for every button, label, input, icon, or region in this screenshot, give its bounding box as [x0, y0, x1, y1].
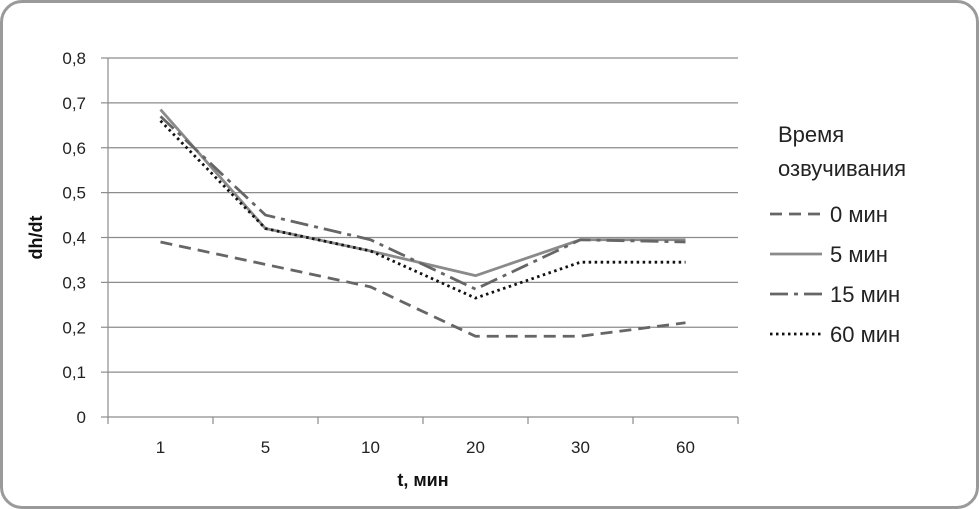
x-tick-label: 1	[156, 438, 165, 457]
y-tick-label: 0,8	[62, 49, 86, 68]
x-tick-labels: 1 5 10 20 30 60	[156, 438, 695, 457]
axes	[101, 57, 739, 424]
x-tick-label: 5	[261, 438, 270, 457]
y-tick-label: 0,2	[62, 318, 86, 337]
x-tick-label: 30	[571, 438, 590, 457]
series-line-15-мин	[159, 115, 686, 291]
legend: Время озвучивания 0 мин 5 мин 15 мин 60 мин	[770, 122, 906, 347]
y-tick-labels: 0 0,1 0,2 0,3 0,4 0,5 0,6 0,7 0,8	[62, 49, 86, 427]
legend-label: 0 мин	[830, 202, 888, 227]
x-tick-label: 60	[676, 438, 695, 457]
y-tick-label: 0	[77, 408, 86, 427]
y-axis-title: dh/dt	[26, 216, 46, 260]
y-tick-label: 0,4	[62, 229, 86, 248]
legend-label: 15 мин	[830, 282, 900, 307]
legend-title-line-2: озвучивания	[778, 156, 906, 181]
y-tick-label: 0,7	[62, 94, 86, 113]
gridlines	[108, 57, 738, 373]
legend-label: 5 мин	[830, 242, 888, 267]
legend-title-line-1: Время	[778, 122, 844, 147]
y-tick-label: 0,6	[62, 139, 86, 158]
x-tick-label: 10	[361, 438, 380, 457]
legend-items: 0 мин 5 мин 15 мин 60 мин	[770, 202, 900, 347]
y-tick-label: 0,3	[62, 273, 86, 292]
series-line-0-мин	[160, 240, 686, 338]
series-lines	[159, 108, 686, 338]
x-tick-label: 20	[466, 438, 485, 457]
y-tick-label: 0,1	[62, 363, 86, 382]
x-axis-title: t, мин	[397, 470, 448, 490]
legend-label: 60 мин	[830, 322, 900, 347]
y-tick-label: 0,5	[62, 184, 86, 203]
